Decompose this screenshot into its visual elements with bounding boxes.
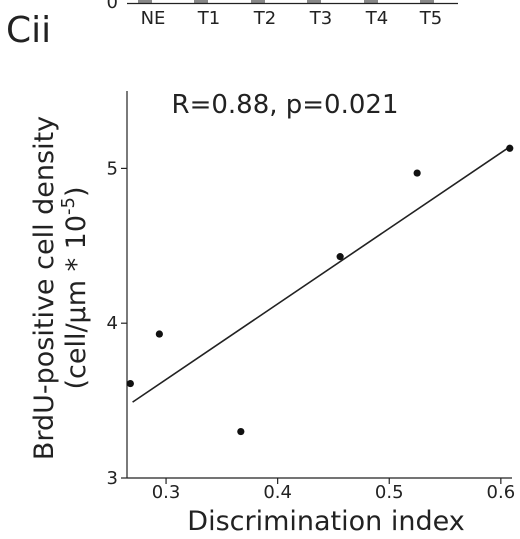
data-point bbox=[237, 427, 245, 436]
y-tick-label: 3 bbox=[107, 468, 118, 489]
data-point bbox=[155, 330, 163, 338]
data-point bbox=[126, 379, 134, 388]
x-tick-label: 0.5 bbox=[375, 482, 404, 503]
top-category-label: T2 bbox=[253, 8, 276, 29]
top-category-label: T4 bbox=[365, 8, 388, 29]
x-tick-label: 0.4 bbox=[263, 482, 292, 503]
top-bar-fragment bbox=[307, 0, 321, 3]
top-bar-fragment bbox=[251, 0, 265, 3]
top-category-label: NE bbox=[141, 8, 166, 29]
top-panel-fragment: 0 NE T1 T2 T3 T4 T5 bbox=[107, 0, 458, 29]
panel-label: Cii bbox=[6, 10, 51, 51]
top-bar-fragment bbox=[194, 0, 208, 3]
x-axis-label: Discrimination index bbox=[187, 506, 464, 537]
y-ticks: 3 4 5 bbox=[107, 158, 127, 489]
y-axis-label-line1: BrdU-positive cell density bbox=[29, 116, 60, 460]
data-point bbox=[413, 169, 421, 177]
top-bar-fragment bbox=[138, 0, 152, 3]
data-point bbox=[506, 144, 514, 152]
y-tick-label: 5 bbox=[107, 158, 118, 179]
x-tick-label: 0.3 bbox=[152, 482, 181, 503]
x-tick-label: 0.6 bbox=[487, 482, 516, 503]
top-bar-fragment bbox=[420, 0, 434, 3]
y-axis-label: BrdU-positive cell density (cell/μm * 10… bbox=[29, 116, 92, 460]
fit-line bbox=[132, 147, 508, 403]
data-points bbox=[126, 144, 514, 436]
x-ticks: 0.3 0.4 0.5 0.6 bbox=[152, 478, 515, 503]
y-axis-label-line2-prefix: (cell/μm * 10 bbox=[61, 215, 92, 390]
y-tick-label: 4 bbox=[107, 313, 118, 334]
y-axis-label-line2: (cell/μm * 10-5) bbox=[58, 186, 92, 389]
top-category-label: T5 bbox=[419, 8, 442, 29]
top-category-label: T3 bbox=[309, 8, 332, 29]
stat-annotation: R=0.88, p=0.021 bbox=[172, 90, 399, 120]
top-category-label: T1 bbox=[197, 8, 220, 29]
y-axis-label-exponent: -5 bbox=[58, 197, 79, 215]
top-bar-fragment bbox=[364, 0, 378, 3]
y-axis-label-line2-suffix: ) bbox=[61, 186, 92, 197]
top-zero-tick-label: 0 bbox=[107, 0, 118, 13]
data-point bbox=[336, 253, 344, 261]
